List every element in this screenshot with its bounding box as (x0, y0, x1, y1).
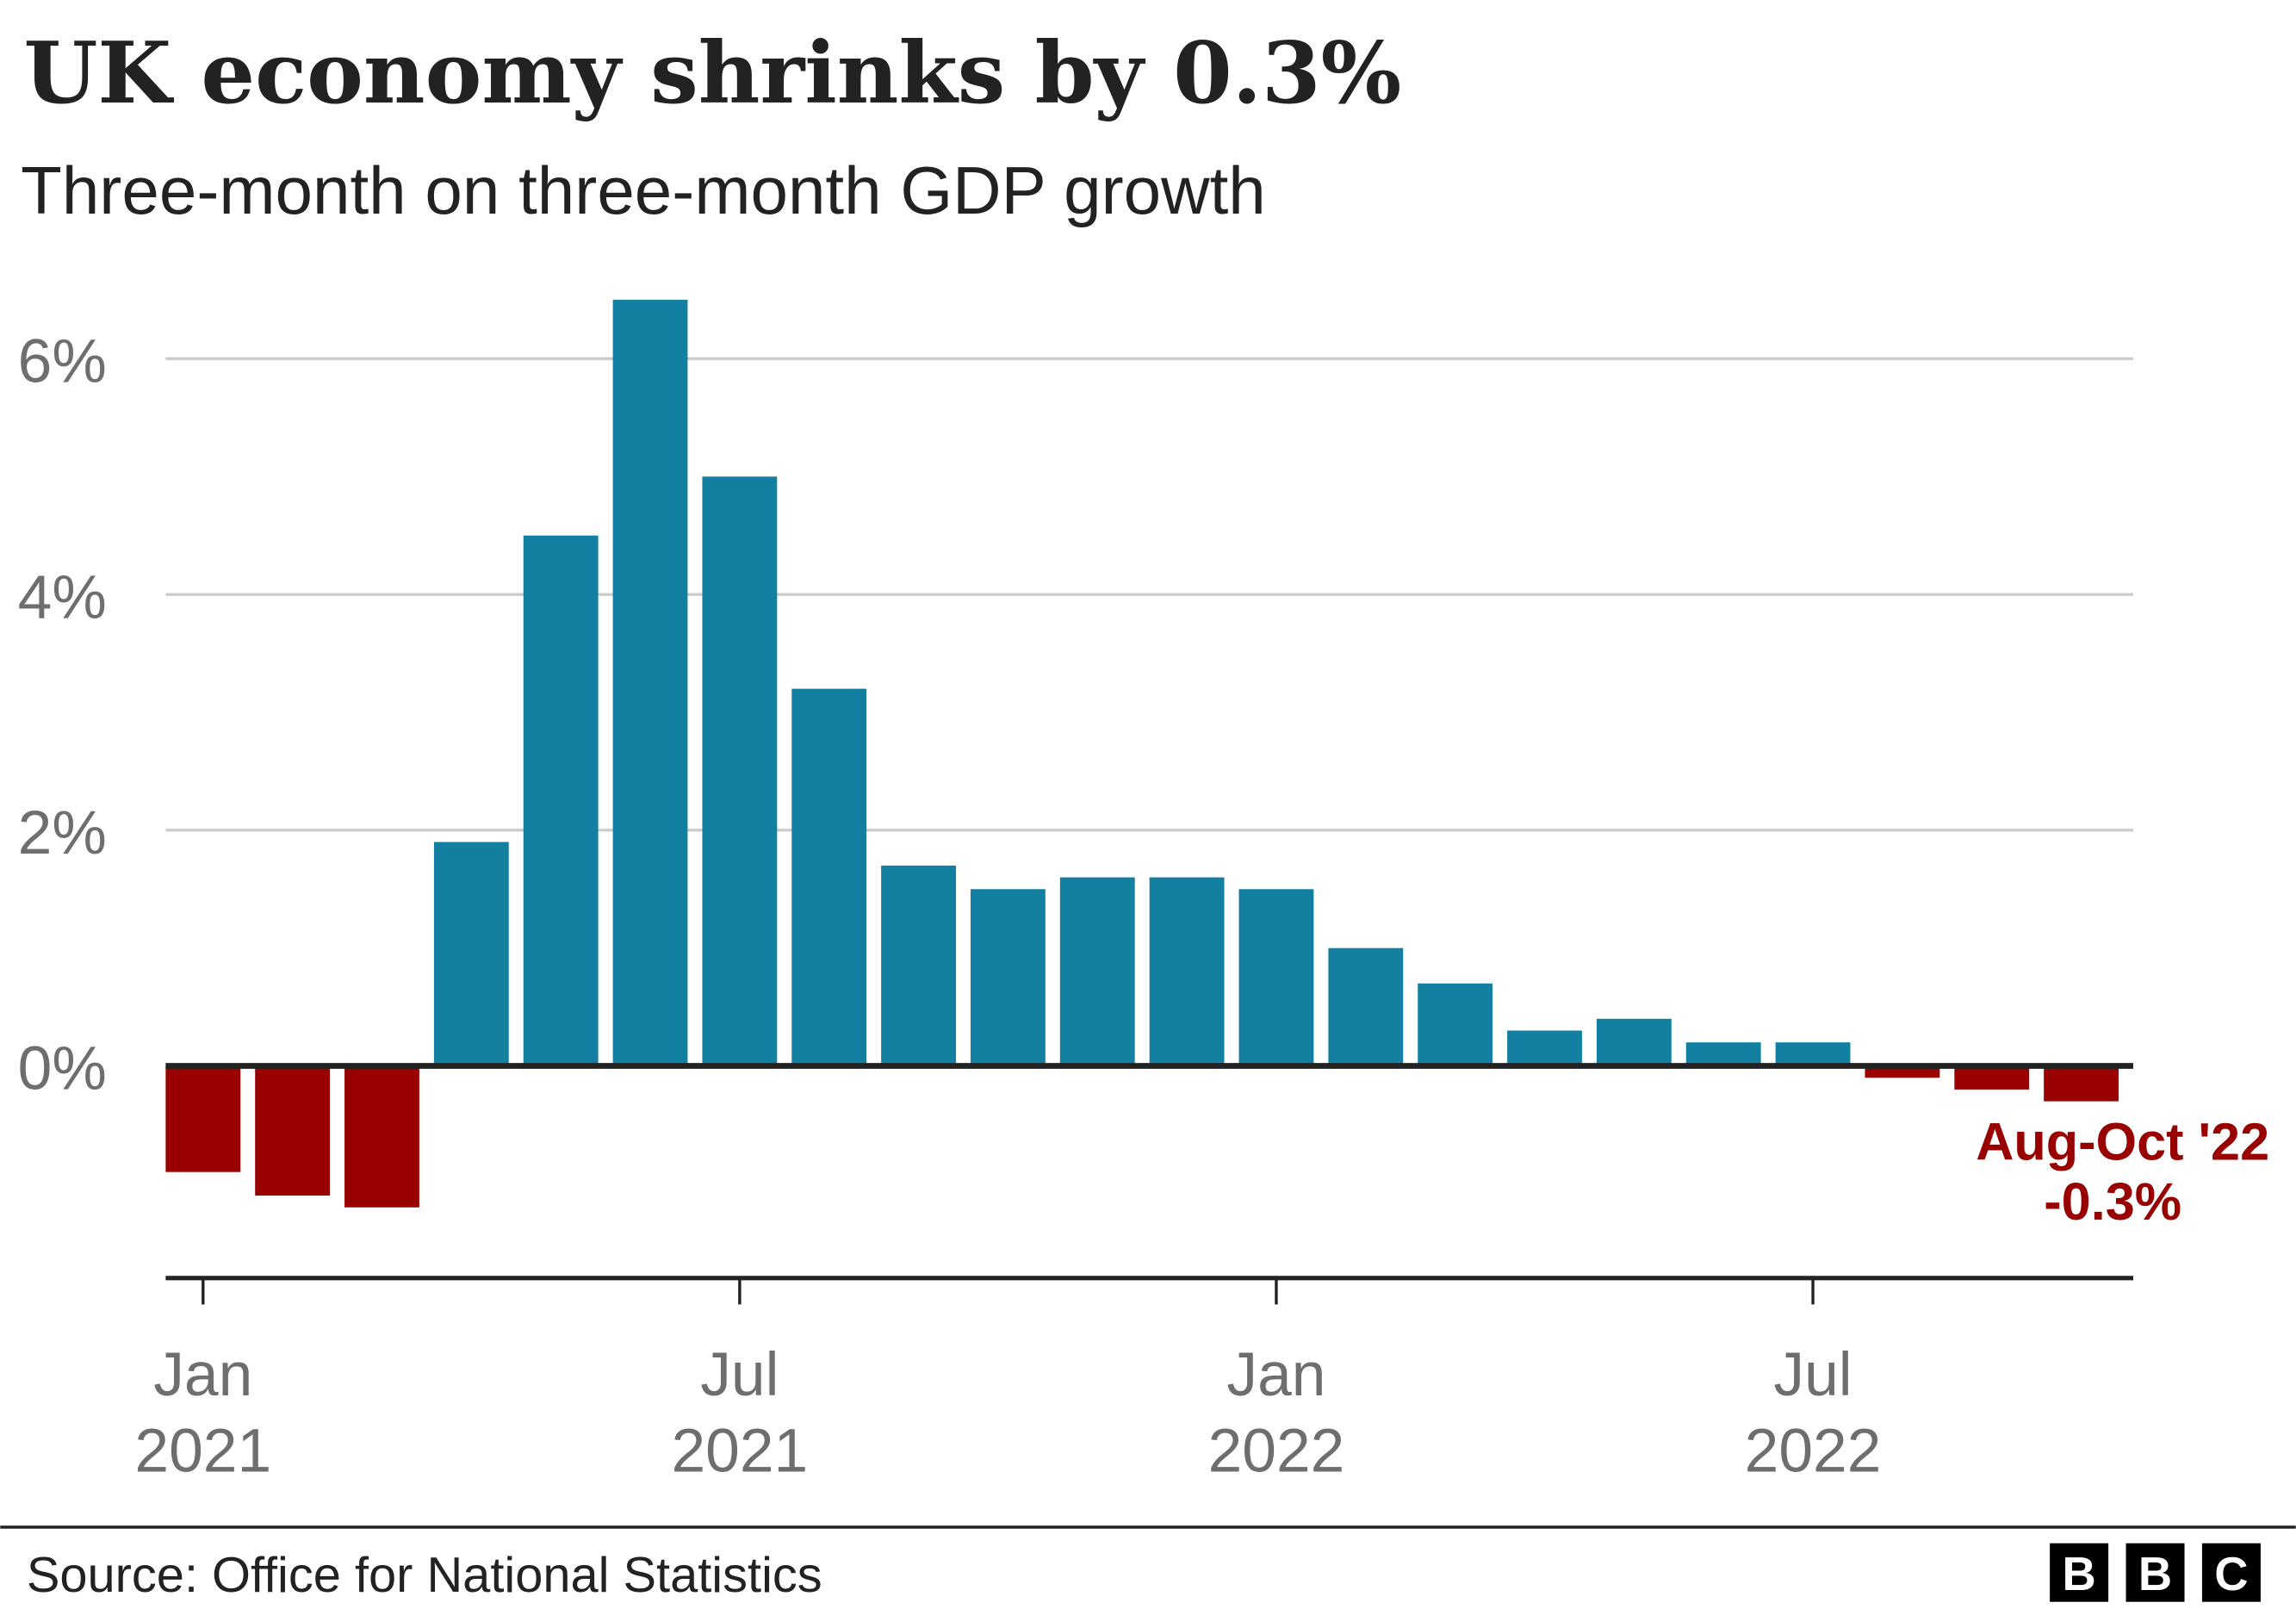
x-tick-label-year: 2021 (671, 1416, 808, 1485)
annotation-label: Aug-Oct '22 (1976, 1112, 2269, 1171)
svg-text:C: C (2214, 1548, 2248, 1600)
x-tick-label-year: 2022 (1208, 1416, 1345, 1485)
svg-text:B: B (2138, 1548, 2172, 1600)
bbc-logo: B B C (2050, 1543, 2261, 1602)
bar-mar-2021 (344, 1065, 419, 1208)
bar-mar-2022 (1418, 983, 1493, 1066)
bar-nov-2021 (1059, 877, 1135, 1066)
y-tick-label: 4% (18, 562, 107, 631)
bar-jul-2022 (1775, 1042, 1851, 1066)
bar-oct-2021 (971, 889, 1046, 1066)
x-tick-label-month: Jul (700, 1340, 779, 1409)
bar-may-2021 (523, 535, 599, 1066)
bars (165, 300, 2119, 1208)
bar-jun-2021 (612, 300, 688, 1066)
bar-oct-2022 (2044, 1065, 2119, 1102)
chart-subtitle: Three-month on three-month GDP growth (21, 152, 1266, 228)
x-tick-label-year: 2021 (134, 1416, 271, 1485)
x-tick-label-year: 2022 (1745, 1416, 1882, 1485)
chart-title: UK economy shrinks by 0.3% (23, 23, 1401, 123)
bar-apr-2021 (433, 842, 509, 1066)
bar-jan-2021 (165, 1065, 241, 1172)
bar-sep-2022 (1954, 1065, 2030, 1090)
svg-text:B: B (2063, 1548, 2096, 1600)
bar-jul-2021 (702, 476, 778, 1066)
y-tick-label: 2% (18, 798, 107, 867)
bar-feb-2022 (1328, 947, 1404, 1066)
bar-sep-2021 (881, 865, 957, 1066)
y-tick-label: 6% (18, 327, 107, 396)
y-tick-label: 0% (18, 1034, 107, 1103)
bar-feb-2021 (255, 1065, 331, 1196)
source-text: Source: Office for National Statistics (27, 1548, 822, 1603)
bar-may-2022 (1596, 1018, 1672, 1066)
bar-jan-2022 (1238, 889, 1314, 1066)
axes: 0% 2% 4% 6% Jan 2021 Jul 2021 Jan 2022 Jul 2022 (18, 327, 2134, 1485)
bar-jun-2022 (1685, 1042, 1761, 1066)
gridlines (165, 357, 2134, 832)
x-tick-label-month: Jul (1773, 1340, 1852, 1409)
bar-apr-2022 (1507, 1030, 1582, 1066)
annotation-value: -0.3% (2044, 1172, 2181, 1231)
bar-dec-2021 (1149, 877, 1225, 1066)
x-tick-label-month: Jan (1226, 1340, 1325, 1409)
bar-aug-2022 (1865, 1065, 1940, 1078)
bar-aug-2021 (791, 688, 867, 1066)
x-tick-label-month: Jan (153, 1340, 252, 1409)
